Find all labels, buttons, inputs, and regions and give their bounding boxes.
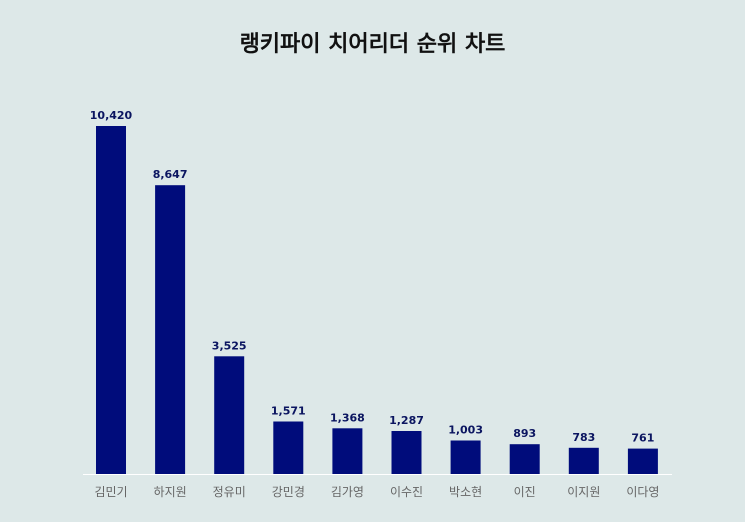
bar-이진 xyxy=(509,444,540,474)
value-label: 10,420 xyxy=(90,109,133,122)
x-tick-label: 하지원 xyxy=(154,485,187,499)
x-tick-labels-group: 김민기 하지원 정유미 강민경 김가영 이수진 박소현 이진 이지원 이다영 xyxy=(94,485,659,499)
value-labels-group: 10,420 8,647 3,525 1,571 1,368 1,287 1,003 893 7… xyxy=(90,109,655,445)
bar-김가영 xyxy=(332,428,363,474)
bar-강민경 xyxy=(273,421,304,474)
x-tick-label: 정유미 xyxy=(213,485,246,499)
value-label: 1,287 xyxy=(389,414,424,427)
value-label: 1,571 xyxy=(271,405,306,418)
bar-박소현 xyxy=(450,440,481,474)
bar-정유미 xyxy=(214,356,245,474)
value-label: 3,525 xyxy=(212,339,247,352)
x-tick-label: 이진 xyxy=(514,485,536,499)
x-tick-label: 강민경 xyxy=(272,485,305,499)
value-label: 761 xyxy=(631,432,654,445)
bar-이수진 xyxy=(391,431,422,474)
x-tick-label: 이지원 xyxy=(567,485,600,499)
bars-group xyxy=(96,126,658,474)
bar-이다영 xyxy=(627,448,658,474)
x-tick-label: 김가영 xyxy=(331,485,364,499)
bar-이지원 xyxy=(568,447,599,474)
x-tick-label: 이다영 xyxy=(626,485,659,499)
value-label: 893 xyxy=(513,427,536,440)
x-tick-label: 이수진 xyxy=(390,485,423,499)
bar-김민기 xyxy=(96,126,126,474)
value-label: 8,647 xyxy=(153,168,188,181)
value-label: 1,003 xyxy=(448,424,483,437)
x-tick-label: 박소현 xyxy=(449,485,482,499)
value-label: 783 xyxy=(572,431,595,444)
bar-하지원 xyxy=(155,185,186,474)
x-tick-label: 김민기 xyxy=(94,485,127,499)
value-label: 1,368 xyxy=(330,411,365,424)
chart-title: 랭키파이 치어리더 순위 차트 xyxy=(239,32,506,57)
